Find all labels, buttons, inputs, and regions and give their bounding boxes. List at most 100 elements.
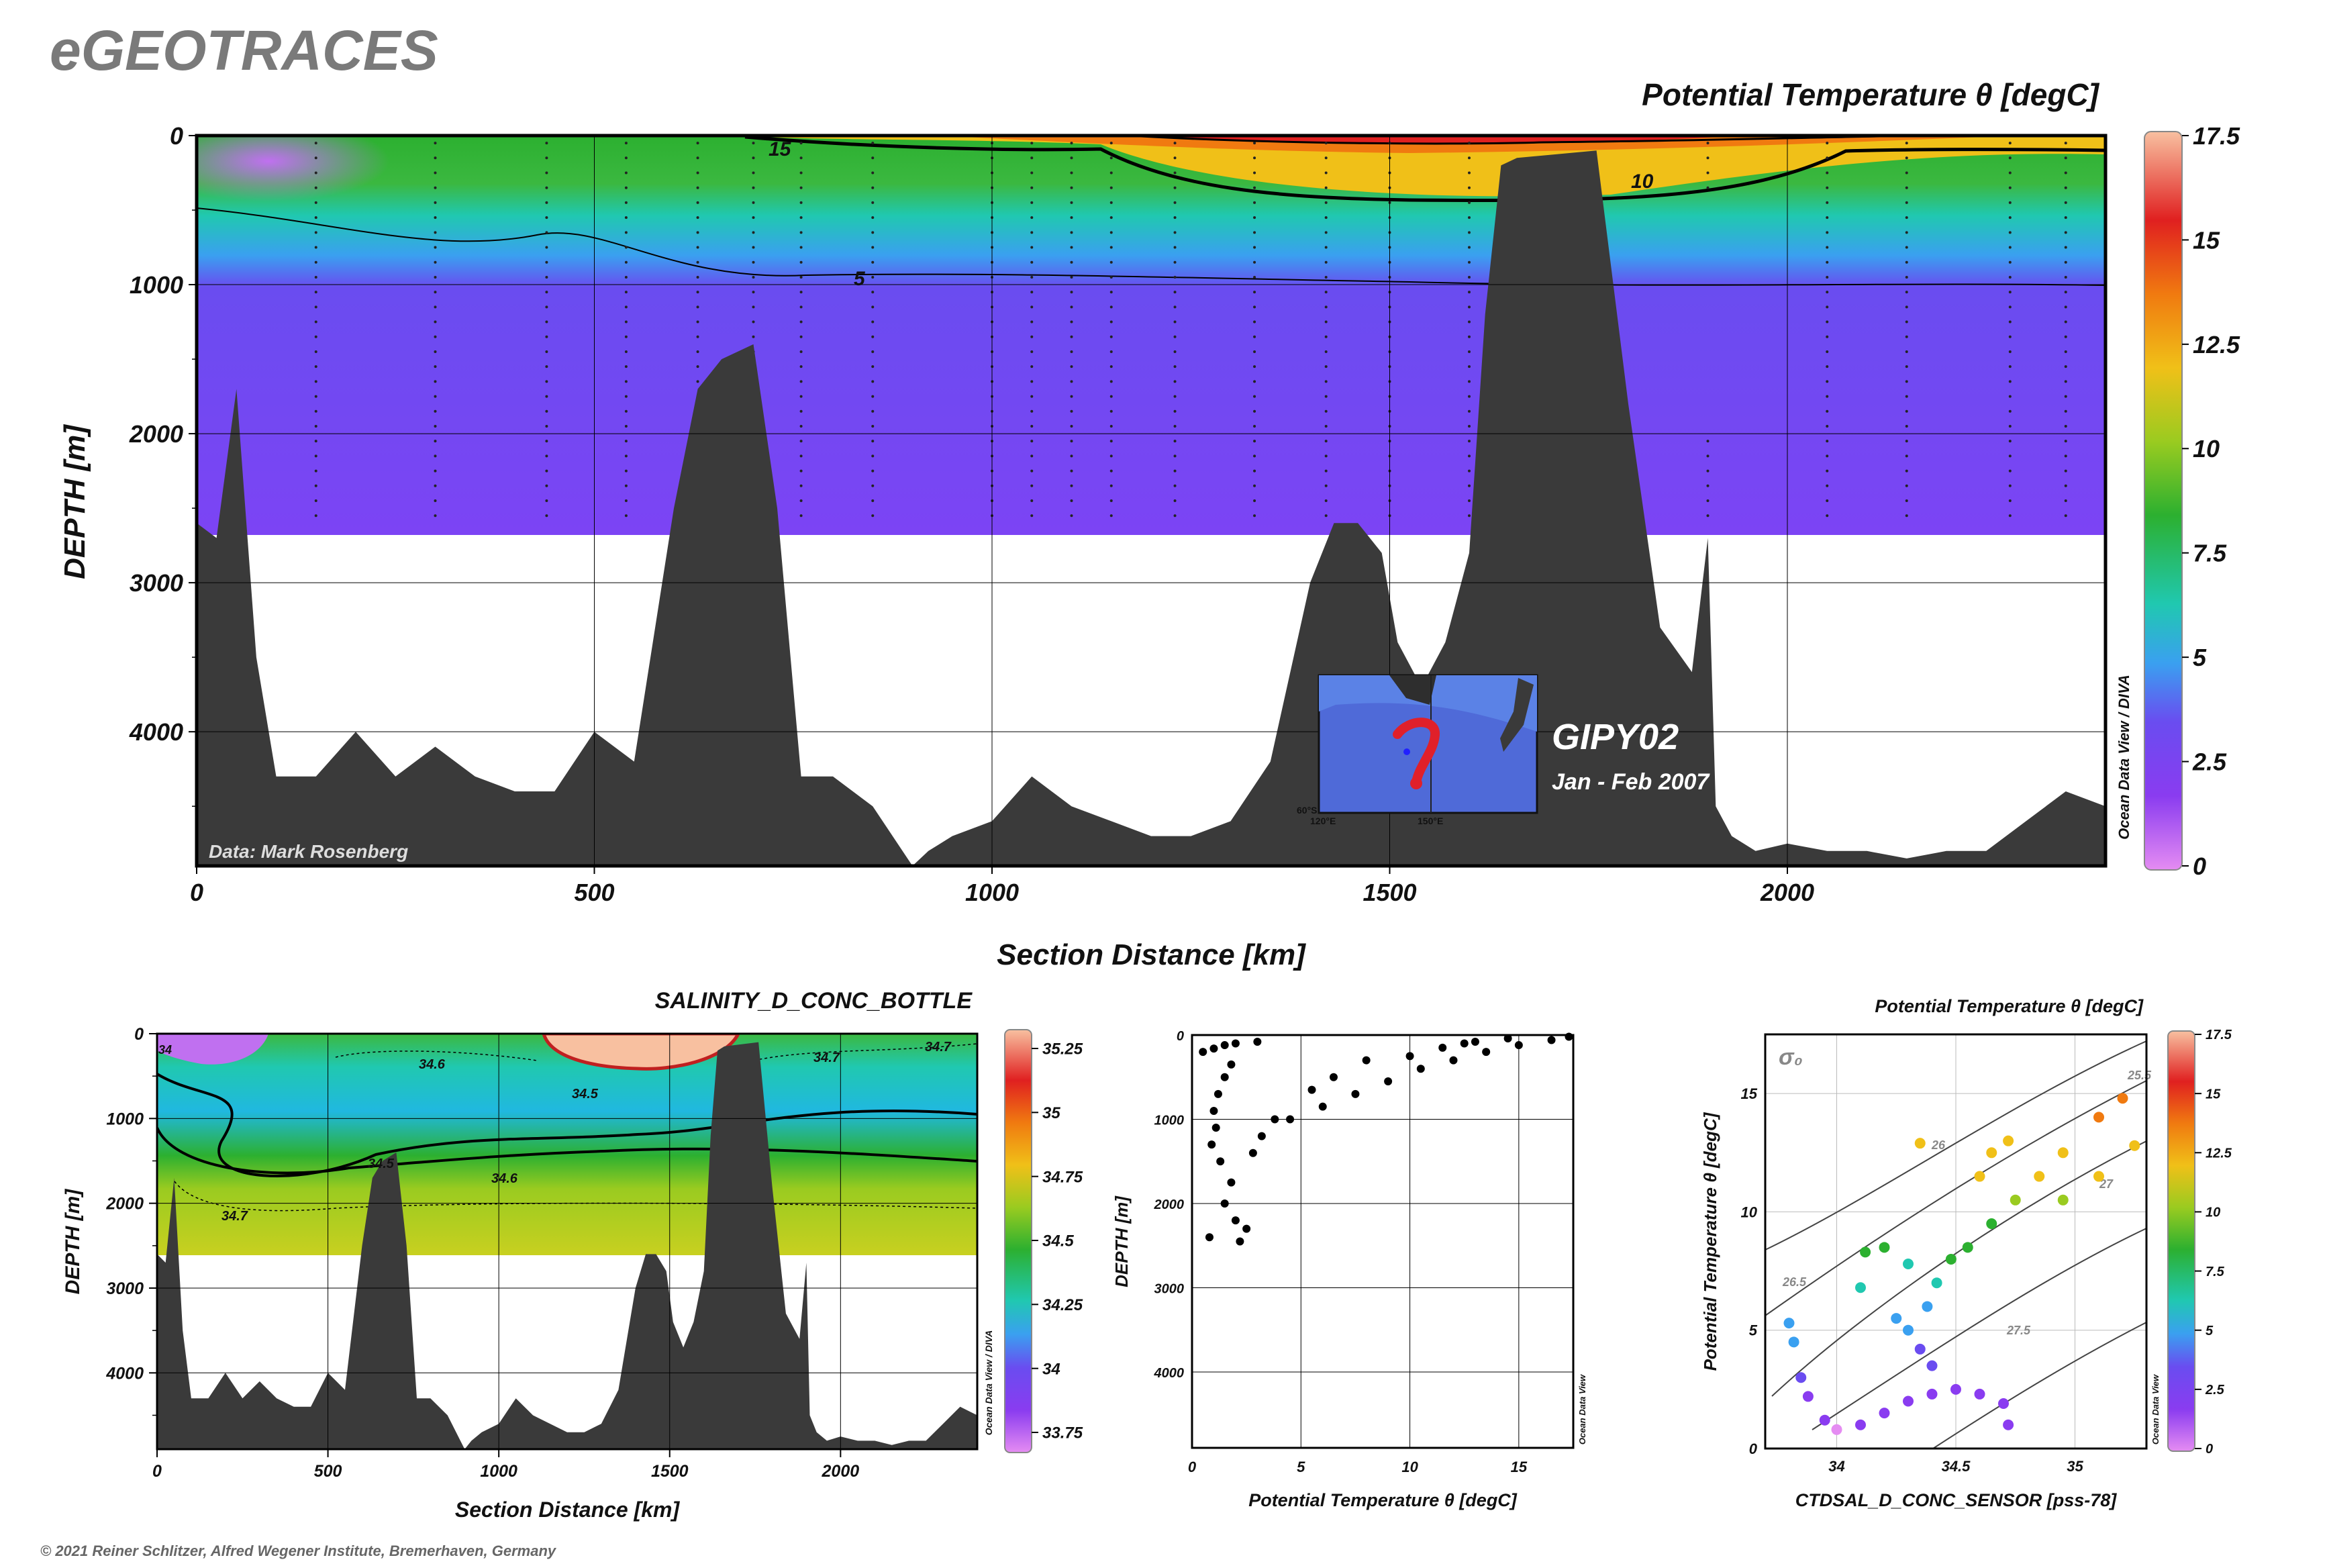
sample-dot (696, 320, 699, 324)
ts-watermark: Ocean Data View (2150, 1374, 2161, 1444)
sample-dot (1173, 231, 1177, 234)
sample-dot (1324, 454, 1328, 458)
profile-point (1438, 1043, 1447, 1052)
sample-dot (2008, 275, 2012, 279)
sample-dot (434, 260, 437, 264)
sample-dot (545, 275, 548, 279)
sample-dot (871, 454, 875, 458)
profile-point (1405, 1052, 1414, 1061)
sample-dot (871, 409, 875, 413)
sample-dot (1253, 275, 1256, 279)
y-tick-label: 1000 (106, 1110, 144, 1128)
sample-dot (1826, 186, 1829, 189)
main-section-plot: Potential Temperature θ [degC] 15 10 5 D… (58, 77, 2240, 971)
sample-dot (1109, 484, 1113, 487)
sample-dot (1070, 231, 1073, 234)
contour-5 (197, 207, 2106, 286)
sample-dot (752, 260, 755, 264)
sample-dot (1324, 469, 1328, 473)
contour-label-10: 10 (1631, 170, 1654, 193)
salinity-y-axis-label: DEPTH [m] (62, 1189, 84, 1295)
sample-dot (1109, 365, 1113, 369)
sample-dot (2008, 365, 2012, 369)
sample-dot (2008, 186, 2012, 189)
sample-dot (314, 440, 317, 443)
y-tick-label: 2000 (105, 1195, 144, 1214)
sample-dot (434, 171, 437, 175)
ts-point (1855, 1282, 1866, 1293)
density-label: σ₀ (1779, 1044, 1803, 1070)
sample-dot (1826, 260, 1829, 264)
sample-dot (314, 171, 317, 175)
sample-dot (1706, 186, 1710, 189)
sample-dot (434, 350, 437, 353)
sample-dot (2064, 454, 2067, 458)
sample-dot (545, 484, 548, 487)
main-colorbar-ticks: 17.5 15 12.5 10 7.5 5 2.5 0 (2182, 122, 2240, 880)
sample-dot (1030, 409, 1034, 413)
sample-dot (799, 260, 803, 264)
sample-dot (1826, 395, 1829, 398)
inset-land-australia (1389, 675, 1436, 705)
colorbar-tick-label: 35 (1042, 1104, 1060, 1122)
sample-dot (696, 231, 699, 234)
sample-dot (871, 380, 875, 383)
sample-dot (2064, 291, 2067, 294)
sample-dot (2008, 454, 2012, 458)
sample-dot (314, 454, 317, 458)
y-tick-label: 4000 (1154, 1366, 1185, 1381)
salinity-field (157, 1034, 977, 1255)
sample-dot (1324, 424, 1328, 428)
sample-dot (624, 201, 628, 204)
sal-contour-label-2: 34.6 (419, 1057, 446, 1072)
sample-dot (1173, 305, 1177, 309)
sample-dot (1070, 440, 1073, 443)
colorbar-tick-label: 12.5 (2206, 1146, 2232, 1161)
ts-colorbar-bar (2167, 1030, 2195, 1452)
ts-point (2003, 1135, 2014, 1146)
sample-dot (434, 291, 437, 294)
profile-point (1227, 1060, 1236, 1069)
cruise-inset-map: 60°S 120°E 150°E (1297, 674, 1538, 826)
profile-point (1257, 1132, 1266, 1140)
profile-point (1209, 1106, 1218, 1115)
sample-dot (1109, 499, 1113, 502)
sample-dot (799, 305, 803, 309)
sample-dot (624, 499, 628, 502)
warm-surface-layer (745, 136, 2106, 197)
y-tick-label: 2000 (1154, 1197, 1185, 1212)
sample-dot (871, 142, 875, 145)
ts-point (1788, 1336, 1799, 1348)
colorbar-tick-label: 5 (2206, 1324, 2214, 1338)
sample-dot (1468, 246, 1471, 249)
sample-dot (314, 380, 317, 383)
sample-dot (871, 186, 875, 189)
sample-dot (545, 335, 548, 338)
sample-dot (545, 440, 548, 443)
sample-dot (434, 380, 437, 383)
sample-dot (1109, 186, 1113, 189)
main-colorbar-bar (2144, 131, 2183, 871)
isopycnal-label-1: 25.5 (2127, 1069, 2152, 1082)
y-tick-label: 4000 (129, 718, 183, 746)
sample-dot (314, 335, 317, 338)
sample-dot (434, 305, 437, 309)
sample-dot (1070, 365, 1073, 369)
sample-dot (1905, 484, 1908, 487)
main-watermark: Ocean Data View / DIVA (2116, 675, 2132, 840)
sample-dot (799, 320, 803, 324)
sample-dot (1173, 201, 1177, 204)
sample-dot (799, 514, 803, 518)
sample-dot (1468, 514, 1471, 518)
sample-dot (2008, 469, 2012, 473)
sample-dot (1030, 231, 1034, 234)
sample-dot (1253, 305, 1256, 309)
sample-dot (2008, 231, 2012, 234)
sample-dot (314, 350, 317, 353)
sample-dot (871, 469, 875, 473)
ts-x-axis-label: CTDSAL_D_CONC_SENSOR [pss-78] (1795, 1490, 2118, 1510)
sample-dot (1324, 291, 1328, 294)
sample-dot (624, 350, 628, 353)
inset-station-marker (1403, 748, 1410, 755)
sample-dot (1030, 424, 1034, 428)
